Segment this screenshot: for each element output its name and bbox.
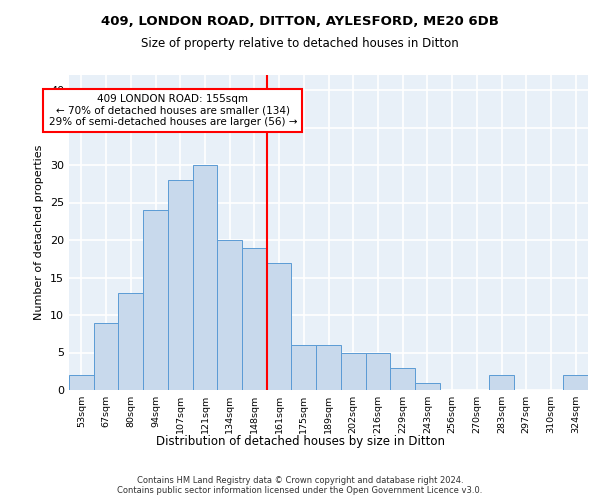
Text: Contains HM Land Registry data © Crown copyright and database right 2024.
Contai: Contains HM Land Registry data © Crown c… [118,476,482,495]
Text: Size of property relative to detached houses in Ditton: Size of property relative to detached ho… [141,38,459,51]
Bar [193,165,217,390]
Y-axis label: Number of detached properties: Number of detached properties [34,145,44,320]
Bar [341,352,365,390]
Bar [143,210,168,390]
Bar [390,368,415,390]
Bar [365,352,390,390]
Bar [292,345,316,390]
Bar [118,292,143,390]
Text: 409, LONDON ROAD, DITTON, AYLESFORD, ME20 6DB: 409, LONDON ROAD, DITTON, AYLESFORD, ME2… [101,15,499,28]
Bar [267,262,292,390]
Bar [242,248,267,390]
Bar [563,375,588,390]
Bar [168,180,193,390]
Text: 409 LONDON ROAD: 155sqm
← 70% of detached houses are smaller (134)
29% of semi-d: 409 LONDON ROAD: 155sqm ← 70% of detache… [49,94,297,127]
Bar [316,345,341,390]
Bar [69,375,94,390]
Bar [415,382,440,390]
Bar [489,375,514,390]
Text: Distribution of detached houses by size in Ditton: Distribution of detached houses by size … [155,435,445,448]
Bar [217,240,242,390]
Bar [94,322,118,390]
